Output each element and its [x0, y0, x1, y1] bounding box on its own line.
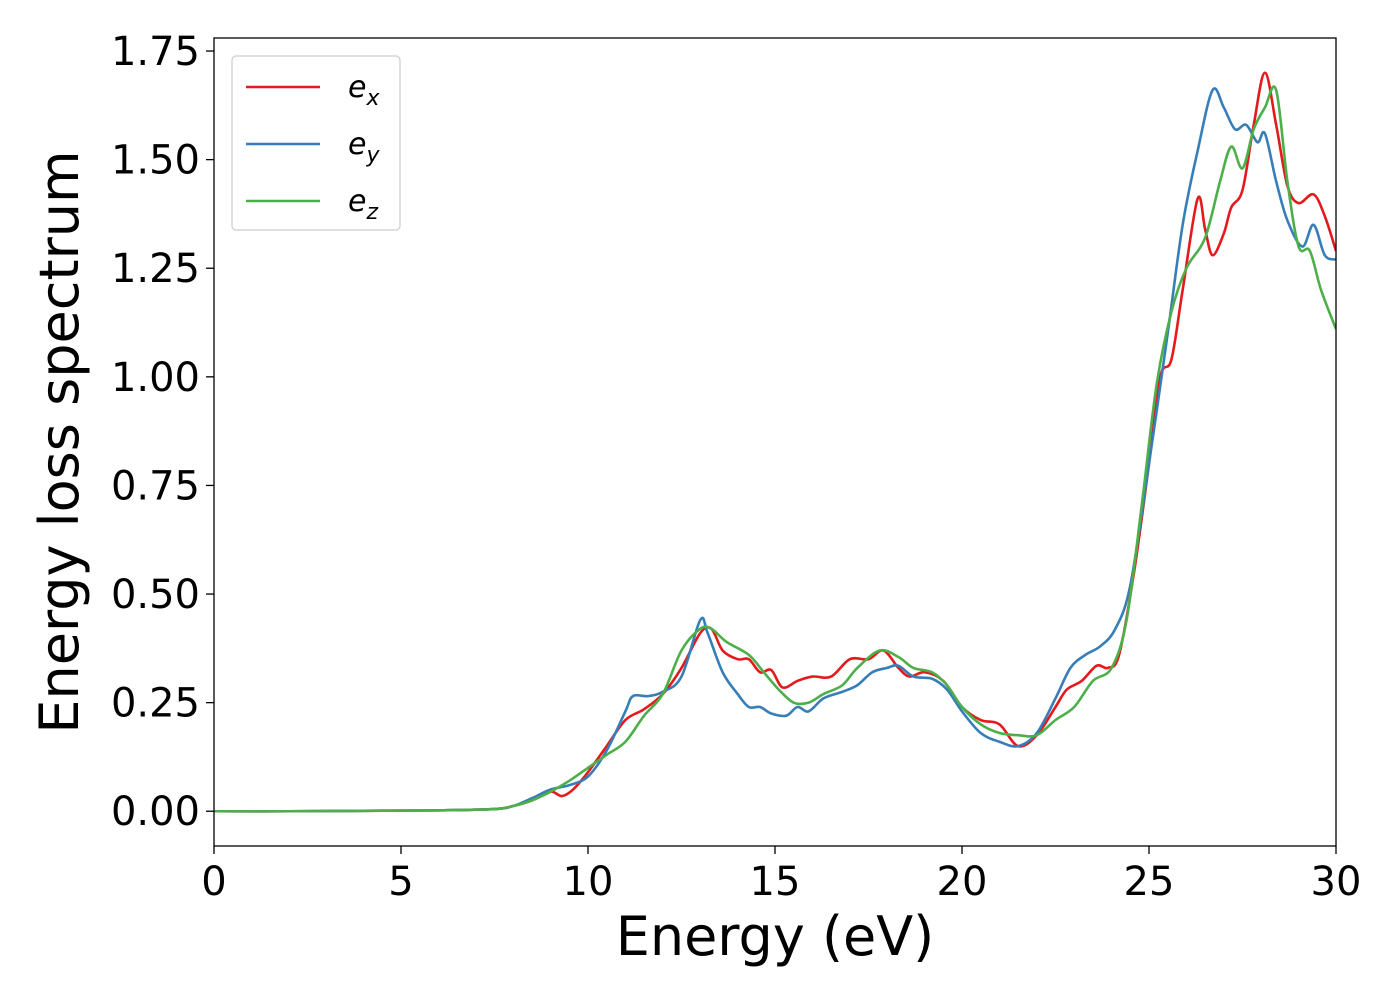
x-tick-label: 20 — [937, 859, 988, 905]
y-tick-label: 0.50 — [111, 572, 200, 618]
legend-label-subscript: x — [365, 86, 380, 111]
series-line-z — [214, 85, 1336, 813]
x-axis-ticks: 0 5 10 15 20 25 30 — [201, 846, 1361, 905]
x-tick-label: 25 — [1124, 859, 1175, 905]
y-axis-ticks: 0.00 0.25 0.50 0.75 1.00 1.25 1.50 1.75 — [111, 29, 214, 835]
series-line-y — [214, 87, 1336, 813]
y-tick-label: 0.25 — [111, 681, 200, 727]
y-axis-title: Energy loss spectrum — [28, 150, 91, 733]
y-tick-label: 1.50 — [111, 138, 200, 184]
legend-label-x: ex — [348, 70, 380, 111]
y-tick-label: 1.25 — [111, 246, 200, 292]
legend-label-subscript: y — [365, 143, 380, 168]
legend-label-base: e — [348, 70, 366, 105]
x-tick-label: 10 — [563, 859, 614, 905]
y-tick-label: 1.75 — [111, 29, 200, 75]
y-tick-label: 0.75 — [111, 463, 200, 509]
legend-label-subscript: z — [365, 200, 378, 225]
x-tick-label: 0 — [201, 859, 226, 905]
legend-label-base: e — [348, 127, 366, 162]
y-tick-label: 0.00 — [111, 789, 200, 835]
x-tick-label: 15 — [750, 859, 801, 905]
legend-label-z: ez — [348, 184, 378, 225]
x-tick-label: 5 — [388, 859, 413, 905]
x-tick-label: 30 — [1311, 859, 1362, 905]
legend-label-y: ey — [348, 127, 380, 168]
legend-label-base: e — [348, 184, 366, 219]
y-tick-label: 1.00 — [111, 355, 200, 401]
x-axis-title: Energy (eV) — [616, 905, 935, 968]
